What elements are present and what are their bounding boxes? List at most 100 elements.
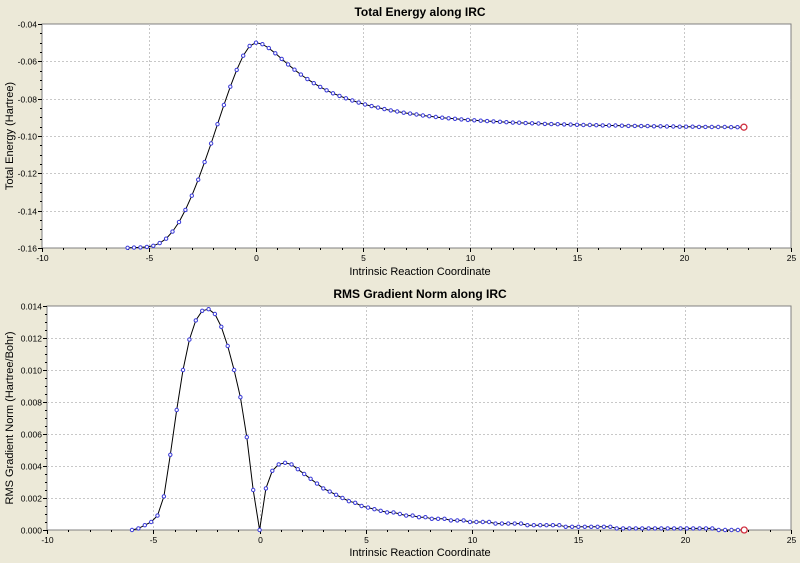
gradient-data-point bbox=[219, 324, 224, 329]
energy-data-point bbox=[202, 159, 207, 165]
gradient-data-point bbox=[614, 526, 619, 531]
gradient-data-point bbox=[129, 527, 135, 533]
energy-data-point bbox=[696, 124, 702, 130]
energy-data-point bbox=[562, 122, 567, 127]
energy-data-point bbox=[472, 118, 477, 123]
gradient-data-point bbox=[314, 481, 320, 486]
gradient-data-point bbox=[251, 487, 256, 493]
energy-data-point bbox=[395, 109, 400, 114]
gradient-data-point bbox=[582, 524, 587, 529]
energy-data-point bbox=[350, 98, 355, 103]
energy-data-point bbox=[459, 117, 464, 122]
energy-data-point bbox=[285, 62, 291, 67]
energy-data-point bbox=[671, 124, 676, 129]
gradient-x-tick-label: 10 bbox=[468, 535, 478, 545]
energy-data-point bbox=[574, 122, 580, 128]
gradient-data-point bbox=[589, 524, 594, 529]
energy-data-point bbox=[176, 219, 182, 225]
gradient-data-point bbox=[563, 524, 568, 529]
gradient-data-point bbox=[200, 308, 205, 313]
gradient-x-tick-label: -10 bbox=[41, 535, 54, 545]
energy-data-point bbox=[266, 45, 271, 51]
gradient-data-point bbox=[384, 510, 390, 515]
gradient-data-point bbox=[442, 516, 447, 521]
energy-data-point bbox=[305, 76, 310, 82]
energy-data-point bbox=[465, 117, 471, 123]
energy-x-tick-label: 5 bbox=[361, 253, 366, 263]
gradient-data-point bbox=[372, 507, 377, 512]
gradient-data-point bbox=[359, 503, 364, 509]
gradient-data-point bbox=[474, 519, 479, 525]
energy-y-tick-label: -0.10 bbox=[18, 132, 38, 142]
gradient-data-point bbox=[302, 471, 307, 477]
energy-data-point bbox=[568, 122, 573, 127]
energy-data-point bbox=[639, 123, 644, 129]
energy-data-point bbox=[375, 105, 381, 110]
energy-data-point bbox=[664, 124, 670, 129]
energy-data-point bbox=[549, 121, 554, 127]
energy-data-point bbox=[157, 240, 162, 246]
energy-gridlines bbox=[42, 24, 791, 248]
gradient-data-point bbox=[557, 523, 562, 528]
gradient-data-point bbox=[180, 367, 186, 373]
energy-data-point bbox=[581, 122, 586, 128]
energy-y-axis-label: Total Energy (Hartree) bbox=[4, 82, 16, 190]
energy-data-point bbox=[510, 120, 515, 125]
gradient-data-point bbox=[538, 523, 543, 528]
gradient-data-point bbox=[378, 508, 383, 513]
gradient-data-point bbox=[410, 513, 415, 518]
energy-data-point bbox=[151, 243, 156, 249]
gradient-data-point bbox=[270, 468, 275, 473]
gradient-x-axis-label: Intrinsic Reaction Coordinate bbox=[349, 547, 490, 559]
energy-data-point bbox=[555, 122, 560, 127]
energy-data-point bbox=[632, 123, 637, 129]
energy-data-point bbox=[517, 120, 522, 125]
gradient-data-point bbox=[397, 511, 403, 517]
gradient-data-point bbox=[282, 460, 288, 465]
energy-data-point bbox=[298, 72, 304, 77]
energy-data-point bbox=[318, 84, 323, 90]
energy-data-point bbox=[529, 121, 535, 126]
energy-data-point bbox=[677, 124, 682, 129]
gradient-data-point bbox=[633, 526, 638, 531]
energy-data-point bbox=[452, 116, 458, 122]
gradient-data-point bbox=[627, 526, 632, 531]
energy-data-point bbox=[407, 111, 413, 116]
gradient-data-point bbox=[238, 395, 243, 400]
energy-data-point bbox=[504, 120, 509, 125]
gradient-data-point bbox=[206, 307, 211, 312]
energy-data-point bbox=[542, 121, 548, 127]
gradient-data-point bbox=[263, 486, 269, 491]
energy-data-point bbox=[478, 118, 483, 123]
gradient-data-point bbox=[646, 526, 651, 531]
gradient-data-point bbox=[601, 524, 607, 529]
energy-data-point bbox=[144, 244, 150, 250]
gradient-data-point bbox=[486, 519, 492, 525]
energy-data-point bbox=[292, 67, 297, 72]
energy-data-point bbox=[433, 114, 438, 120]
gradient-data-point bbox=[671, 526, 677, 531]
gradient-data-point bbox=[640, 526, 645, 531]
gradient-axis-ticks: -10 -5 0 5 10 15 20 25 0.000 0.002 0.004 0.006 0.008… bbox=[21, 302, 797, 546]
gradient-y-tick-label: 0.012 bbox=[21, 334, 43, 344]
gradient-data-point bbox=[480, 519, 485, 525]
gradient-data-point bbox=[518, 521, 524, 526]
gradient-data-point bbox=[659, 526, 664, 531]
gradient-x-tick-label: 15 bbox=[574, 535, 584, 545]
gradient-data-point bbox=[710, 526, 715, 531]
gradient-data-point bbox=[231, 367, 237, 373]
gradient-data-point bbox=[327, 489, 332, 494]
gradient-data-point bbox=[499, 521, 505, 526]
energy-x-tick-label: -5 bbox=[146, 253, 154, 263]
energy-data-point bbox=[709, 124, 714, 130]
energy-data-point bbox=[196, 177, 201, 182]
gradient-data-point bbox=[716, 527, 721, 533]
gradient-data-point bbox=[697, 526, 702, 531]
gradient-data-point bbox=[569, 524, 575, 529]
gradient-chart-title: RMS Gradient Norm along IRC bbox=[333, 287, 507, 301]
energy-data-point bbox=[337, 93, 342, 99]
gradient-data-point bbox=[321, 486, 326, 491]
gradient-x-tick-label: 20 bbox=[681, 535, 691, 545]
energy-data-point bbox=[253, 40, 259, 45]
